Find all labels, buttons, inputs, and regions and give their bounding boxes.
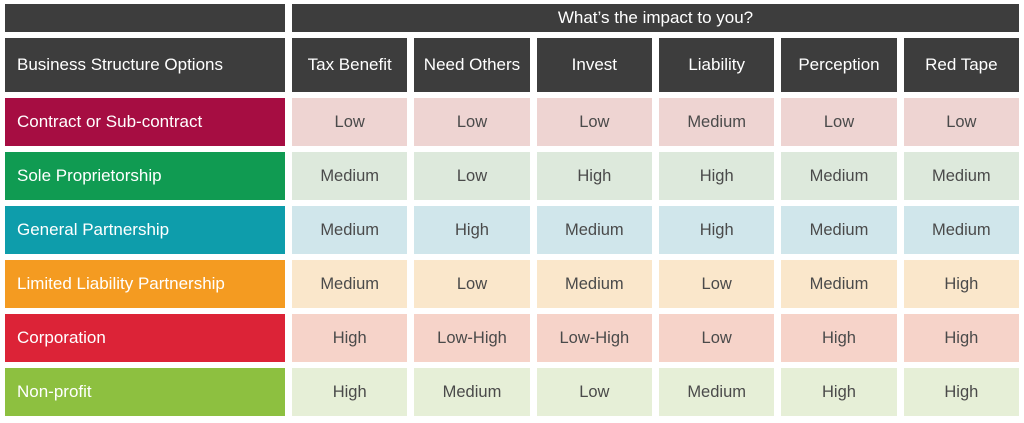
impact-cell: Medium [903, 152, 1019, 200]
impact-cell: Low [536, 368, 652, 416]
impact-cell: High [781, 368, 897, 416]
impact-cell: High [659, 206, 775, 254]
impact-cell: Low [414, 260, 530, 308]
column-header-invest: Invest [536, 38, 652, 92]
impact-cell: Medium [781, 260, 897, 308]
row-label-corporation: Corporation [5, 314, 285, 362]
impact-cell: High [292, 314, 408, 362]
impact-cell: Low [781, 98, 897, 146]
impact-cell: Medium [292, 260, 408, 308]
impact-cell: Medium [781, 152, 897, 200]
impact-cell: Low-High [536, 314, 652, 362]
impact-cell: Medium [536, 206, 652, 254]
row-label-general-partnership: General Partnership [5, 206, 285, 254]
impact-cell: Medium [781, 206, 897, 254]
impact-cell: Low [659, 260, 775, 308]
impact-cell: Low [536, 98, 652, 146]
impact-cell: High [781, 314, 897, 362]
row-label-limited-liability-partnership: Limited Liability Partnership [5, 260, 285, 308]
impact-cell: Medium [659, 98, 775, 146]
impact-cell: Low [292, 98, 408, 146]
impact-cell: High [903, 260, 1019, 308]
impact-cell: Medium [414, 368, 530, 416]
table-title: What’s the impact to you? [292, 4, 1019, 32]
impact-cell: Medium [659, 368, 775, 416]
impact-cell: High [903, 368, 1019, 416]
impact-cell: Low-High [414, 314, 530, 362]
column-header-need-others: Need Others [414, 38, 530, 92]
impact-cell: High [903, 314, 1019, 362]
impact-cell: Medium [292, 152, 408, 200]
column-header-tax-benefit: Tax Benefit [292, 38, 408, 92]
impact-cell: Medium [903, 206, 1019, 254]
column-header-red-tape: Red Tape [903, 38, 1019, 92]
impact-cell: Medium [536, 260, 652, 308]
impact-cell: Medium [292, 206, 408, 254]
column-header-liability: Liability [659, 38, 775, 92]
top-left-spacer [5, 4, 285, 32]
row-label-sole-proprietorship: Sole Proprietorship [5, 152, 285, 200]
impact-cell: Low [903, 98, 1019, 146]
row-header-title: Business Structure Options [5, 38, 285, 92]
impact-cell: Low [659, 314, 775, 362]
impact-cell: High [536, 152, 652, 200]
impact-cell: Low [414, 98, 530, 146]
impact-cell: High [659, 152, 775, 200]
impact-cell: Low [414, 152, 530, 200]
impact-cell: High [292, 368, 408, 416]
column-header-perception: Perception [781, 38, 897, 92]
row-label-non-profit: Non-profit [5, 368, 285, 416]
row-label-contract-or-sub-contract: Contract or Sub-contract [5, 98, 285, 146]
impact-cell: High [414, 206, 530, 254]
